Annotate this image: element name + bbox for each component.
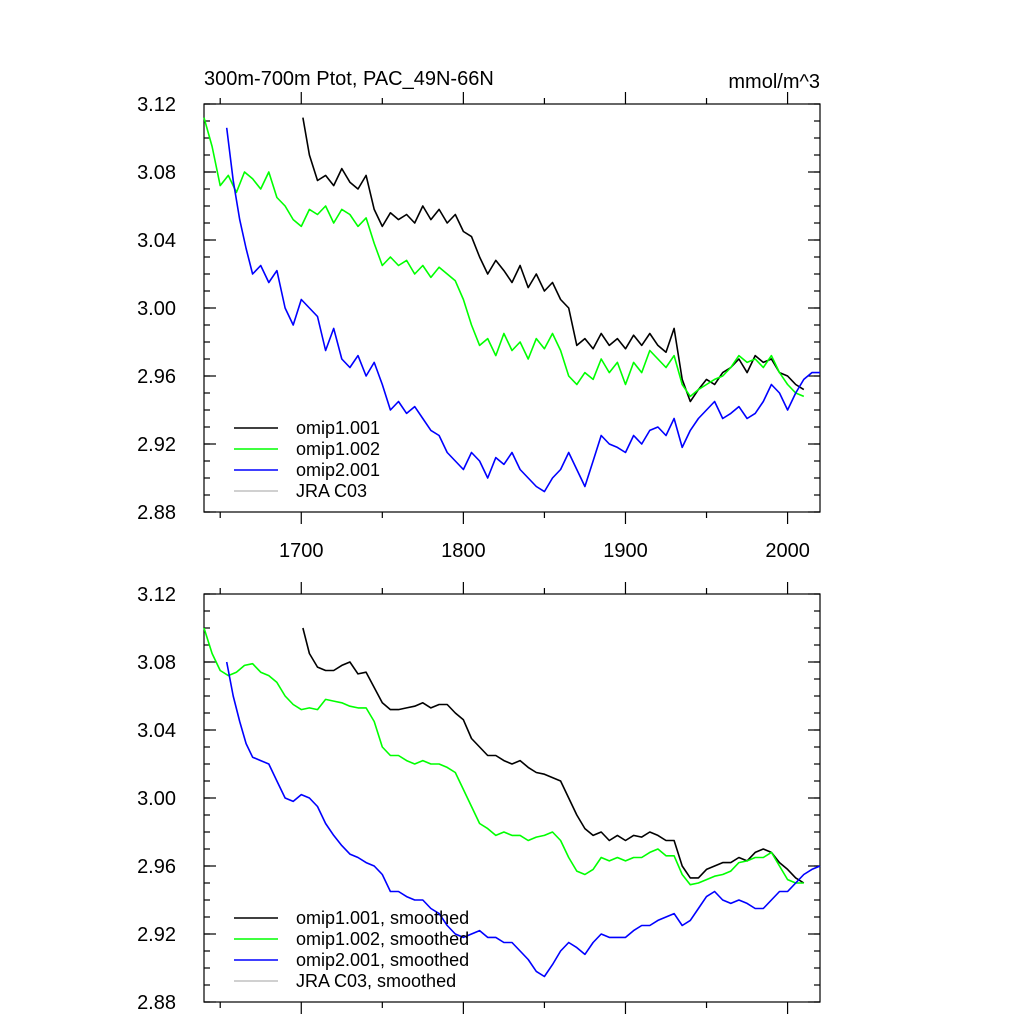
chart-title: 300m-700m Ptot, PAC_49N-66N (204, 68, 494, 90)
series-line-omip1-002-smoothed (203, 627, 804, 886)
legend-label: omip1.002, smoothed (296, 929, 469, 949)
legend-label: omip1.002 (296, 439, 380, 459)
y-tick-label: 2.92 (137, 924, 176, 946)
x-tick-label: 1800 (441, 540, 486, 562)
legend-label: JRA C03 (296, 481, 367, 501)
y-tick-label: 2.92 (137, 434, 176, 456)
y-tick-label: 2.88 (137, 502, 176, 524)
y-tick-label: 3.12 (137, 584, 176, 606)
series-line-omip1-001 (302, 117, 805, 403)
x-tick-label: 1900 (603, 540, 648, 562)
y-tick-label: 2.96 (137, 366, 176, 388)
series-line-omip2-001-smoothed (225, 661, 821, 978)
y-tick-label: 3.00 (137, 298, 176, 320)
legend-label: omip2.001, smoothed (296, 950, 469, 970)
y-tick-label: 2.88 (137, 992, 176, 1014)
y-tick-label: 3.12 (137, 94, 176, 116)
series-line-omip1-001-smoothed (302, 627, 805, 884)
units-label: mmol/m^3 (728, 71, 820, 93)
x-tick-label: 2000 (765, 540, 810, 562)
y-tick-label: 3.04 (137, 720, 176, 742)
bottom-panel: 2.88 2.92 2.96 3.00 3.04 3.08 3.12 omip1.001, s… (137, 582, 821, 1014)
y-tick-label: 3.04 (137, 230, 176, 252)
x-tick-label: 1700 (279, 540, 324, 562)
legend-label: omip1.001, smoothed (296, 908, 469, 928)
y-tick-label: 2.96 (137, 856, 176, 878)
y-tick-label: 3.00 (137, 788, 176, 810)
y-tick-label: 3.08 (137, 652, 176, 674)
legend-label: omip2.001 (296, 460, 380, 480)
legend-label: JRA C03, smoothed (296, 971, 456, 991)
legend-label: omip1.001 (296, 418, 380, 438)
y-tick-label: 3.08 (137, 162, 176, 184)
top-panel: 300m-700m Ptot, PAC_49N-66N mmol/m^3 2.8… (137, 68, 821, 562)
series-line-omip1-002 (203, 117, 805, 398)
series-line-omip2-001 (225, 127, 820, 493)
